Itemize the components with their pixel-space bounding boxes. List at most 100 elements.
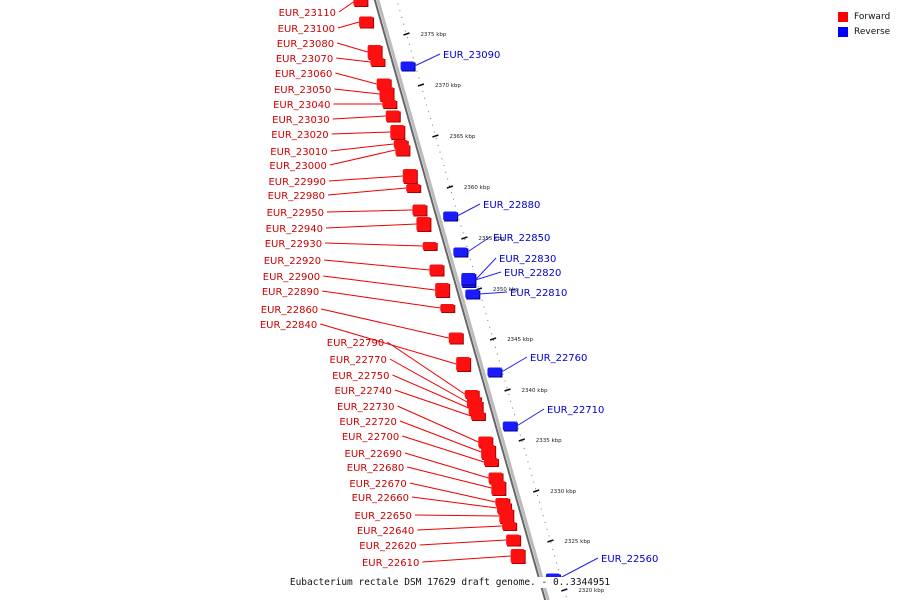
forward-gene-block[interactable] bbox=[402, 169, 417, 183]
forward-gene-block[interactable] bbox=[376, 78, 391, 90]
forward-gene-label[interactable]: EUR_23070 bbox=[276, 54, 333, 65]
reverse-gene-label[interactable]: EUR_22810 bbox=[510, 288, 567, 299]
forward-gene-block[interactable] bbox=[416, 217, 431, 231]
forward-gene-leader bbox=[322, 290, 441, 309]
forward-gene-label[interactable]: EUR_23030 bbox=[272, 115, 329, 126]
forward-gene-label[interactable]: EUR_22660 bbox=[352, 493, 409, 504]
forward-gene-label[interactable]: EUR_23050 bbox=[274, 85, 331, 96]
forward-gene-block[interactable] bbox=[448, 332, 463, 344]
forward-gene-label[interactable]: EUR_22640 bbox=[357, 526, 414, 537]
forward-gene-label[interactable]: EUR_22930 bbox=[265, 239, 322, 250]
forward-gene-label[interactable]: EUR_22670 bbox=[349, 479, 406, 490]
forward-gene-block[interactable] bbox=[412, 204, 427, 216]
reverse-gene-block[interactable] bbox=[443, 211, 458, 221]
reverse-gene-label[interactable]: EUR_22850 bbox=[493, 233, 550, 244]
forward-gene-label[interactable]: EUR_23110 bbox=[279, 8, 336, 19]
forward-gene-block[interactable] bbox=[353, 0, 368, 6]
forward-gene-block[interactable] bbox=[491, 481, 506, 495]
forward-gene-label[interactable]: EUR_22720 bbox=[339, 417, 396, 428]
forward-gene-label[interactable]: EUR_23060 bbox=[275, 69, 332, 80]
forward-gene-leader bbox=[404, 452, 489, 479]
scale-tick bbox=[403, 32, 410, 36]
forward-gene-label[interactable]: EUR_22610 bbox=[362, 558, 419, 569]
forward-gene-label[interactable]: EUR_22790 bbox=[327, 338, 384, 349]
forward-gene-block[interactable] bbox=[435, 283, 450, 297]
reverse-gene-block[interactable] bbox=[400, 61, 415, 71]
forward-gene-label[interactable]: EUR_22990 bbox=[268, 177, 325, 188]
forward-gene-label[interactable]: EUR_22920 bbox=[264, 256, 321, 267]
forward-gene-label[interactable]: EUR_23100 bbox=[278, 24, 335, 35]
forward-gene-leader bbox=[332, 115, 386, 120]
forward-gene-block[interactable] bbox=[468, 401, 483, 415]
forward-gene-block[interactable] bbox=[359, 16, 374, 28]
forward-gene-block[interactable] bbox=[395, 144, 410, 156]
forward-gene-leader bbox=[397, 405, 479, 443]
forward-gene-leader bbox=[320, 323, 457, 365]
forward-gene-block[interactable] bbox=[379, 87, 394, 101]
forward-gene-label[interactable]: EUR_22940 bbox=[266, 224, 323, 235]
reverse-gene-label[interactable]: EUR_22880 bbox=[483, 200, 540, 211]
reverse-gene-label[interactable]: EUR_22760 bbox=[530, 353, 587, 364]
forward-gene-label[interactable]: EUR_22840 bbox=[260, 320, 317, 331]
scale-tick-label: 2350 kbp bbox=[493, 287, 519, 293]
forward-gene-block[interactable] bbox=[510, 549, 525, 563]
forward-gene-block[interactable] bbox=[456, 357, 471, 371]
forward-gene-block[interactable] bbox=[464, 390, 479, 398]
forward-gene-block[interactable] bbox=[406, 184, 421, 192]
forward-gene-block[interactable] bbox=[506, 534, 521, 546]
forward-gene-label[interactable]: EUR_22650 bbox=[354, 511, 411, 522]
forward-gene-block[interactable] bbox=[390, 125, 405, 139]
forward-gene-block[interactable] bbox=[367, 45, 382, 59]
forward-gene-block[interactable] bbox=[499, 509, 514, 523]
forward-gene-block[interactable] bbox=[370, 58, 385, 66]
forward-gene-leader bbox=[326, 209, 413, 213]
forward-gene-block[interactable] bbox=[483, 458, 498, 466]
forward-gene-label[interactable]: EUR_23020 bbox=[271, 130, 328, 141]
forward-gene-block[interactable] bbox=[470, 412, 485, 420]
forward-gene-label[interactable]: EUR_23010 bbox=[270, 147, 327, 158]
forward-gene-label[interactable]: EUR_22700 bbox=[342, 432, 399, 443]
forward-gene-label[interactable]: EUR_23040 bbox=[273, 100, 330, 111]
reverse-gene-label[interactable]: EUR_23090 bbox=[443, 50, 500, 61]
forward-gene-label[interactable]: EUR_22980 bbox=[268, 191, 325, 202]
scale-tick-label: 2355 kbp bbox=[478, 236, 504, 242]
forward-gene-block[interactable] bbox=[382, 100, 397, 108]
forward-gene-block[interactable] bbox=[440, 304, 455, 312]
reverse-gene-block[interactable] bbox=[487, 367, 502, 377]
forward-gene-label[interactable]: EUR_23000 bbox=[269, 161, 326, 172]
forward-gene-label[interactable]: EUR_22680 bbox=[347, 463, 404, 474]
forward-gene-block[interactable] bbox=[478, 436, 493, 448]
reverse-gene-label[interactable]: EUR_22710 bbox=[547, 405, 604, 416]
forward-gene-label[interactable]: EUR_22890 bbox=[262, 287, 319, 298]
forward-gene-label[interactable]: EUR_23080 bbox=[277, 39, 334, 50]
forward-gene-label[interactable]: EUR_22740 bbox=[334, 386, 391, 397]
forward-gene-leader bbox=[392, 374, 469, 409]
forward-gene-block[interactable] bbox=[385, 110, 400, 122]
forward-gene-label[interactable]: EUR_22730 bbox=[337, 402, 394, 413]
scale-tick bbox=[446, 185, 454, 189]
reverse-gene-block[interactable] bbox=[453, 247, 468, 257]
forward-gene-block[interactable] bbox=[502, 522, 517, 530]
forward-gene-label[interactable]: EUR_22690 bbox=[345, 449, 402, 460]
reverse-gene-label[interactable]: EUR_22820 bbox=[504, 268, 561, 279]
reverse-gene-label[interactable]: EUR_22560 bbox=[601, 554, 658, 565]
forward-gene-label[interactable]: EUR_22900 bbox=[263, 272, 320, 283]
forward-gene-label[interactable]: EUR_22750 bbox=[332, 371, 389, 382]
forward-gene-block[interactable] bbox=[481, 445, 496, 459]
forward-gene-leader bbox=[335, 72, 377, 85]
forward-gene-block[interactable] bbox=[422, 242, 437, 250]
reverse-gene-block[interactable] bbox=[461, 275, 476, 285]
reverse-gene-label[interactable]: EUR_22830 bbox=[499, 254, 556, 265]
reverse-gene-block[interactable] bbox=[502, 421, 517, 431]
legend: Forward Reverse bbox=[838, 9, 900, 39]
forward-gene-label[interactable]: EUR_22770 bbox=[330, 355, 387, 366]
forward-gene-block[interactable] bbox=[488, 472, 503, 484]
forward-gene-label[interactable]: EUR_22950 bbox=[267, 208, 324, 219]
forward-gene-label[interactable]: EUR_22860 bbox=[261, 305, 318, 316]
scale-tick bbox=[561, 588, 568, 592]
forward-gene-block[interactable] bbox=[429, 264, 444, 276]
forward-gene-label[interactable]: EUR_22620 bbox=[359, 541, 416, 552]
forward-gene-leader bbox=[394, 389, 472, 417]
reverse-gene-block[interactable] bbox=[465, 289, 480, 299]
